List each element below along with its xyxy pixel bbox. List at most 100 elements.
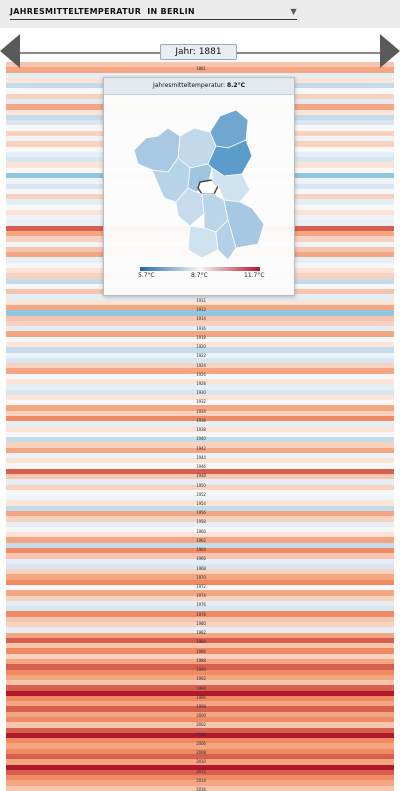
year-stripe[interactable]	[6, 357, 394, 364]
year-stripe[interactable]	[6, 442, 394, 449]
year-stripe[interactable]	[6, 373, 394, 380]
year-stripe[interactable]	[6, 632, 394, 639]
year-stripe[interactable]	[6, 727, 394, 734]
metric-location-dropdown[interactable]: JAHRESMITTELTEMPERATUR IN BERLIN ▼	[10, 4, 297, 20]
year-stripe[interactable]	[6, 352, 394, 359]
year-stripe[interactable]	[6, 62, 394, 68]
year-stripe[interactable]	[6, 347, 394, 354]
year-stripe[interactable]	[6, 484, 394, 491]
triangle-right-icon[interactable]	[380, 34, 400, 68]
year-stripe[interactable]	[6, 336, 394, 343]
year-stripe[interactable]	[6, 72, 394, 79]
year-stripe[interactable]	[6, 458, 394, 465]
year-stripe[interactable]	[6, 743, 394, 750]
year-stripe[interactable]	[6, 384, 394, 391]
year-stripe[interactable]	[6, 569, 394, 575]
year-stripe[interactable]	[6, 653, 394, 660]
year-stripe[interactable]	[6, 305, 394, 311]
year-stripe[interactable]	[6, 294, 394, 301]
year-stripe[interactable]	[6, 521, 394, 528]
year-stripe[interactable]	[6, 627, 394, 634]
year-stripe[interactable]	[6, 532, 394, 539]
year-stripe[interactable]	[6, 563, 394, 570]
year-stripe[interactable]	[6, 648, 394, 655]
year-stripe[interactable]	[6, 447, 394, 454]
year-stripe[interactable]	[6, 759, 394, 766]
year-stripe[interactable]	[6, 526, 394, 533]
year-stripe[interactable]	[6, 320, 394, 327]
year-stripe[interactable]	[6, 621, 394, 628]
year-stripe[interactable]	[6, 748, 394, 755]
year-stripe[interactable]	[6, 706, 394, 713]
year-stripe[interactable]	[6, 326, 394, 332]
year-stripe[interactable]	[6, 732, 394, 739]
year-stripe[interactable]	[6, 489, 394, 496]
year-stripe[interactable]	[6, 664, 394, 671]
year-stripe[interactable]	[6, 669, 394, 676]
year-stripe[interactable]	[6, 548, 394, 554]
year-stripe[interactable]	[6, 315, 394, 322]
year-stripe[interactable]	[6, 711, 394, 718]
year-stripe[interactable]	[6, 378, 394, 385]
year-stripe[interactable]	[6, 299, 394, 306]
year-stripe[interactable]	[6, 474, 394, 480]
year-stripe[interactable]	[6, 542, 394, 549]
year-stripe[interactable]	[6, 785, 394, 791]
year-stripe[interactable]	[6, 410, 394, 417]
year-stripe[interactable]	[6, 389, 394, 396]
year-stripe[interactable]	[6, 537, 394, 544]
year-stripe[interactable]	[6, 452, 394, 459]
year-stripe[interactable]	[6, 637, 394, 644]
year-stripe[interactable]	[6, 463, 394, 470]
year-stripe[interactable]	[6, 405, 394, 412]
year-stripe[interactable]	[6, 769, 394, 776]
year-stripe[interactable]	[6, 368, 394, 375]
year-stripe[interactable]	[6, 595, 394, 602]
year-stripe[interactable]	[6, 695, 394, 702]
year-stripe[interactable]	[6, 600, 394, 607]
year-stripe[interactable]	[6, 426, 394, 433]
year-stripe[interactable]	[6, 722, 394, 729]
year-stripe[interactable]	[6, 780, 394, 787]
year-stripe[interactable]	[6, 680, 394, 686]
year-stripe[interactable]	[6, 67, 394, 74]
triangle-left-icon[interactable]	[0, 34, 20, 68]
year-stripe[interactable]	[6, 558, 394, 565]
year-stripe[interactable]	[6, 363, 394, 369]
year-stripe[interactable]	[6, 775, 394, 782]
year-stripe[interactable]	[6, 584, 394, 591]
year-stripe[interactable]	[6, 415, 394, 422]
year-stripe[interactable]	[6, 553, 394, 560]
current-year-badge[interactable]: Jahr: 1881	[160, 44, 237, 60]
year-stripe[interactable]	[6, 606, 394, 612]
year-stripe[interactable]	[6, 495, 394, 502]
year-stripe[interactable]	[6, 685, 394, 692]
year-stripe[interactable]	[6, 505, 394, 512]
year-stripe[interactable]	[6, 574, 394, 581]
year-stripe[interactable]	[6, 590, 394, 597]
year-stripe[interactable]	[6, 431, 394, 438]
year-stripe[interactable]	[6, 331, 394, 338]
year-stripe[interactable]	[6, 643, 394, 649]
year-stripe[interactable]	[6, 394, 394, 401]
year-stripe[interactable]	[6, 674, 394, 681]
year-stripe[interactable]	[6, 516, 394, 523]
year-stripe[interactable]	[6, 421, 394, 428]
year-stripe[interactable]	[6, 717, 394, 723]
year-stripe[interactable]	[6, 611, 394, 618]
year-stripe[interactable]	[6, 310, 394, 317]
year-stripe[interactable]	[6, 479, 394, 486]
year-stripe[interactable]	[6, 701, 394, 708]
year-stripe[interactable]	[6, 468, 394, 475]
year-stripe[interactable]	[6, 690, 394, 697]
year-stripe[interactable]	[6, 754, 394, 760]
year-stripe[interactable]	[6, 500, 394, 507]
year-stripe[interactable]	[6, 658, 394, 665]
year-stripe[interactable]	[6, 400, 394, 406]
year-stripe[interactable]	[6, 341, 394, 348]
year-stripe[interactable]	[6, 511, 394, 517]
year-stripe[interactable]	[6, 738, 394, 745]
year-stripe[interactable]	[6, 764, 394, 771]
year-stripe[interactable]	[6, 616, 394, 623]
year-stripe[interactable]	[6, 437, 394, 443]
